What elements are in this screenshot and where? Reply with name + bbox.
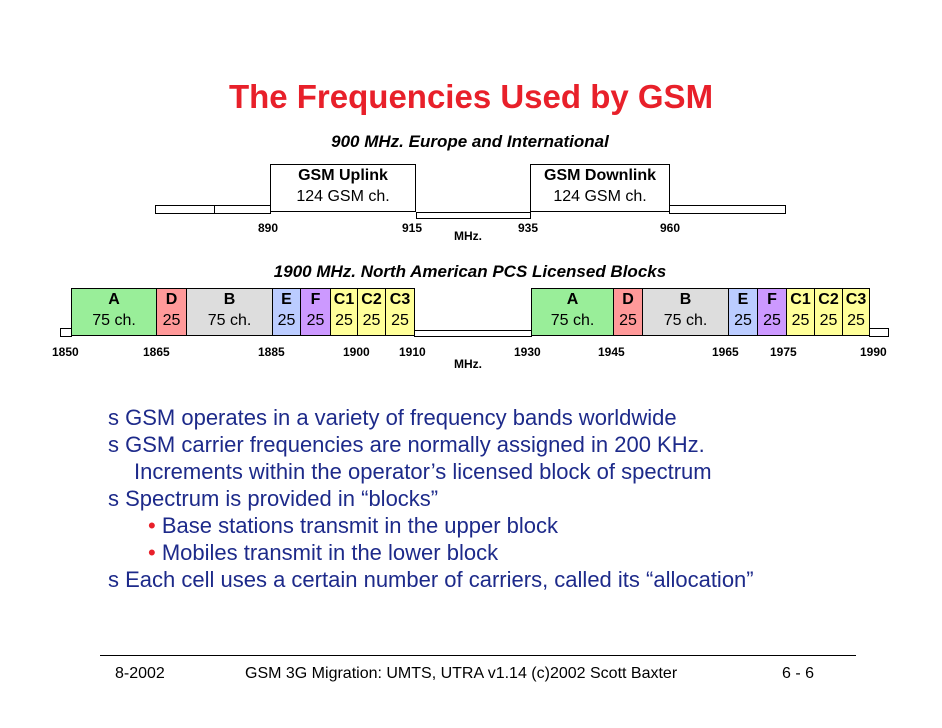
tick-1900: 1900 — [343, 345, 370, 359]
block-label: C2 — [818, 291, 839, 308]
footer-course: GSM 3G Migration: UMTS, UTRA v1.14 (c)20… — [245, 665, 678, 682]
tick-1930: 1930 — [514, 345, 541, 359]
upper-block-d: D 25 — [613, 288, 643, 336]
upper-block-c1: C1 25 — [786, 288, 815, 336]
tick-1850: 1850 — [52, 345, 79, 359]
slide-title: The Frequencies Used by GSM — [228, 78, 714, 115]
lower-block-c1: C1 25 — [330, 288, 358, 336]
block-channels: 25 — [734, 312, 752, 329]
pcs1900-heading: 1900 MHz. North American PCS Licensed Bl… — [273, 262, 667, 281]
pcs-axis-segment — [869, 328, 889, 337]
sub-bullet-item: • Mobiles transmit in the lower block — [148, 540, 499, 565]
block-channels: 25 — [791, 312, 810, 329]
upper-block-c3: C3 25 — [842, 288, 870, 336]
block-channels: 75 ch. — [550, 312, 595, 329]
block-label: B — [223, 291, 236, 308]
gsm-downlink-channels: 124 GSM ch. — [553, 188, 647, 205]
bullet-item: s Each cell uses a certain number of car… — [108, 567, 754, 592]
block-channels: 25 — [619, 312, 637, 329]
upper-block-c2: C2 25 — [814, 288, 843, 336]
block-channels: 25 — [277, 312, 296, 329]
lower-block-c2: C2 25 — [357, 288, 386, 336]
lower-block-f: F 25 — [300, 288, 331, 336]
pcs-axis-gap — [414, 330, 532, 337]
footer-date: 8-2002 — [115, 665, 165, 682]
block-channels: 75 ch. — [663, 312, 708, 329]
block-label: E — [281, 291, 292, 308]
footer-divider — [100, 655, 856, 656]
gsm-uplink-label: GSM Uplink — [298, 167, 388, 184]
pcs-axis-segment — [60, 328, 72, 337]
block-label: C1 — [333, 291, 355, 308]
tick-1975: 1975 — [770, 345, 797, 359]
sub-bullet-item: • Base stations transmit in the upper bl… — [148, 513, 559, 538]
block-channels: 75 ch. — [92, 312, 136, 329]
tick-1865: 1865 — [143, 345, 170, 359]
block-label: D — [622, 291, 634, 308]
gsm900-unit: MHz. — [454, 229, 482, 243]
block-label: C3 — [389, 291, 411, 308]
bullet-item: s Spectrum is provided in “blocks” — [108, 486, 439, 511]
block-channels: 25 — [362, 312, 381, 329]
upper-block-e: E 25 — [728, 288, 758, 336]
block-label: C3 — [845, 291, 867, 308]
lower-block-d: D 25 — [156, 288, 187, 336]
footer-page-number: 6 - 6 — [782, 665, 815, 682]
bullet-item: s GSM carrier frequencies are normally a… — [108, 432, 712, 484]
upper-block-b: B 75 ch. — [642, 288, 729, 336]
gsm-downlink-band: GSM Downlink 124 GSM ch. — [530, 164, 670, 212]
gsm-uplink-band: GSM Uplink 124 GSM ch. — [270, 164, 416, 212]
lower-block-b: B 75 ch. — [186, 288, 273, 336]
lower-block-c3: C3 25 — [385, 288, 415, 336]
tick-1885: 1885 — [258, 345, 285, 359]
block-channels: 25 — [335, 312, 353, 329]
tick-960: 960 — [660, 221, 681, 235]
block-label: B — [679, 291, 692, 308]
bullet-item: s GSM operates in a variety of frequency… — [108, 405, 677, 430]
block-channels: 75 ch. — [207, 312, 252, 329]
block-channels: 25 — [162, 312, 181, 329]
bullet-list: s GSM operates in a variety of frequency… — [108, 404, 908, 593]
gsm900-axis-segment — [669, 205, 786, 214]
block-channels: 25 — [763, 312, 781, 329]
upper-block-a: A 75 ch. — [531, 288, 614, 336]
gsm-uplink-channels: 124 GSM ch. — [296, 188, 390, 205]
block-label: A — [566, 291, 579, 308]
tick-1965: 1965 — [712, 345, 739, 359]
block-label: C2 — [361, 291, 382, 308]
block-label: D — [165, 291, 178, 308]
block-channels: 25 — [391, 312, 409, 329]
block-label: F — [767, 291, 777, 308]
block-channels: 25 — [306, 312, 325, 329]
gsm900-axis-segment — [214, 205, 271, 214]
tick-915: 915 — [402, 221, 423, 235]
lower-block-a: A 75 ch. — [71, 288, 157, 336]
block-channels: 25 — [847, 312, 865, 329]
tick-890: 890 — [258, 221, 279, 235]
tick-1945: 1945 — [598, 345, 625, 359]
block-channels: 25 — [819, 312, 838, 329]
gsm900-heading: 900 MHz. Europe and International — [331, 132, 609, 151]
lower-block-e: E 25 — [272, 288, 301, 336]
gsm900-axis-gap — [416, 212, 531, 219]
block-label: C1 — [790, 291, 811, 308]
gsm900-axis-segment — [155, 205, 215, 214]
upper-block-f: F 25 — [757, 288, 787, 336]
gsm-downlink-label: GSM Downlink — [544, 167, 656, 184]
tick-1990: 1990 — [860, 345, 887, 359]
tick-935: 935 — [518, 221, 539, 235]
block-label: E — [737, 291, 749, 308]
block-label: A — [108, 291, 120, 308]
block-label: F — [310, 291, 321, 308]
pcs-unit: MHz. — [454, 357, 482, 371]
tick-1910: 1910 — [399, 345, 426, 359]
